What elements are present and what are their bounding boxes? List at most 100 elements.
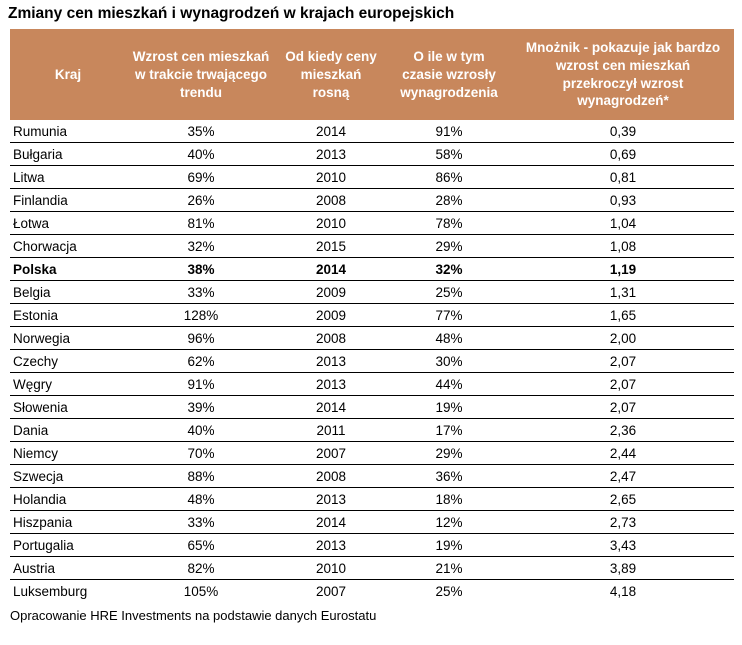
value-cell: 91% bbox=[435, 124, 463, 140]
value-cell: 2011 bbox=[316, 423, 346, 439]
value-cell: 25% bbox=[435, 584, 463, 600]
value-cell: 0,93 bbox=[609, 193, 637, 209]
value-cell: 0,69 bbox=[609, 147, 637, 163]
table-row: Niemcy 70% 2007 29% 2,44 bbox=[10, 442, 734, 465]
value-cell: 2015 bbox=[315, 239, 347, 255]
value-cell: 39% bbox=[187, 400, 215, 416]
value-cell: 40% bbox=[187, 423, 215, 439]
table-row: Finlandia 26% 2008 28% 0,93 bbox=[10, 189, 734, 212]
value-cell: 32% bbox=[435, 262, 463, 278]
table-row: Polska 38% 2014 32% 1,19 bbox=[10, 258, 734, 281]
country-cell: Czechy bbox=[13, 354, 59, 370]
value-cell: 58% bbox=[435, 147, 463, 163]
value-cell: 44% bbox=[435, 377, 463, 393]
table-row: Luksemburg 105% 2007 25% 4,18 bbox=[10, 580, 734, 603]
value-cell: 91% bbox=[187, 377, 215, 393]
table-row: Norwegia 96% 2008 48% 2,00 bbox=[10, 327, 734, 350]
country-cell: Łotwa bbox=[13, 216, 50, 232]
country-cell: Luksemburg bbox=[13, 584, 88, 600]
value-cell: 19% bbox=[435, 400, 463, 416]
value-cell: 78% bbox=[435, 216, 463, 232]
country-cell: Hiszpania bbox=[13, 515, 73, 531]
value-cell: 26% bbox=[187, 193, 215, 209]
table-body: Rumunia 35% 2014 91% 0,39 Bułgaria 40% 2013 58% 0… bbox=[10, 120, 734, 602]
table-row: Austria 82% 2010 21% 3,89 bbox=[10, 557, 734, 580]
value-cell: 35% bbox=[187, 124, 215, 140]
table-row: Łotwa 81% 2010 78% 1,04 bbox=[10, 212, 734, 235]
table-row: Holandia 48% 2013 18% 2,65 bbox=[10, 488, 734, 511]
value-cell: 36% bbox=[435, 469, 463, 485]
table-row: Słowenia 39% 2014 19% 2,07 bbox=[10, 396, 734, 419]
value-cell: 29% bbox=[435, 239, 463, 255]
value-cell: 105% bbox=[183, 584, 219, 600]
value-cell: 2013 bbox=[315, 492, 347, 508]
value-cell: 28% bbox=[435, 193, 463, 209]
value-cell: 1,31 bbox=[609, 285, 637, 301]
value-cell: 1,04 bbox=[609, 216, 637, 232]
value-cell: 33% bbox=[187, 515, 215, 531]
value-cell: 48% bbox=[187, 492, 215, 508]
value-cell: 2,65 bbox=[609, 492, 637, 508]
country-cell: Słowenia bbox=[13, 400, 68, 416]
column-header-2: Od kiedy ceny mieszkań rosną bbox=[276, 29, 386, 121]
value-cell: 0,81 bbox=[609, 170, 637, 186]
value-cell: 2014 bbox=[315, 400, 347, 416]
value-cell: 96% bbox=[187, 331, 215, 347]
country-cell: Belgia bbox=[13, 285, 51, 301]
value-cell: 0,39 bbox=[609, 124, 637, 140]
table-row: Litwa 69% 2010 86% 0,81 bbox=[10, 166, 734, 189]
table-row: Portugalia 65% 2013 19% 3,43 bbox=[10, 534, 734, 557]
country-cell: Węgry bbox=[13, 377, 53, 393]
value-cell: 2009 bbox=[315, 308, 347, 324]
value-cell: 2,44 bbox=[609, 446, 637, 462]
value-cell: 30% bbox=[435, 354, 463, 370]
value-cell: 86% bbox=[435, 170, 463, 186]
country-cell: Norwegia bbox=[13, 331, 71, 347]
table-row: Estonia 128% 2009 77% 1,65 bbox=[10, 304, 734, 327]
value-cell: 2013 bbox=[315, 147, 347, 163]
country-cell: Dania bbox=[13, 423, 49, 439]
value-cell: 2010 bbox=[315, 170, 347, 186]
table-row: Chorwacja 32% 2015 29% 1,08 bbox=[10, 235, 734, 258]
header-row: Kraj Wzrost cen mieszkań w trakcie trwają… bbox=[10, 29, 734, 121]
table-row: Węgry 91% 2013 44% 2,07 bbox=[10, 373, 734, 396]
country-cell: Litwa bbox=[13, 170, 45, 186]
country-cell: Rumunia bbox=[13, 124, 68, 140]
value-cell: 128% bbox=[183, 308, 219, 324]
value-cell: 2008 bbox=[315, 331, 347, 347]
value-cell: 62% bbox=[187, 354, 215, 370]
value-cell: 82% bbox=[187, 561, 215, 577]
value-cell: 1,65 bbox=[609, 308, 637, 324]
country-cell: Holandia bbox=[13, 492, 67, 508]
value-cell: 3,43 bbox=[609, 538, 637, 554]
value-cell: 32% bbox=[187, 239, 215, 255]
value-cell: 2013 bbox=[315, 377, 347, 393]
value-cell: 4,18 bbox=[609, 584, 637, 600]
value-cell: 2013 bbox=[315, 538, 347, 554]
value-cell: 2,47 bbox=[609, 469, 637, 485]
table-row: Szwecja 88% 2008 36% 2,47 bbox=[10, 465, 734, 488]
value-cell: 88% bbox=[187, 469, 215, 485]
value-cell: 2010 bbox=[315, 216, 347, 232]
value-cell: 21% bbox=[435, 561, 463, 577]
value-cell: 25% bbox=[435, 285, 463, 301]
value-cell: 2010 bbox=[315, 561, 347, 577]
value-cell: 65% bbox=[187, 538, 215, 554]
country-cell: Portugalia bbox=[13, 538, 74, 554]
value-cell: 2007 bbox=[315, 446, 347, 462]
value-cell: 2009 bbox=[315, 285, 347, 301]
country-cell: Niemcy bbox=[13, 446, 59, 462]
country-cell: Szwecja bbox=[13, 469, 64, 485]
value-cell: 29% bbox=[435, 446, 463, 462]
value-cell: 70% bbox=[187, 446, 215, 462]
value-cell: 40% bbox=[187, 147, 215, 163]
value-cell: 81% bbox=[187, 216, 215, 232]
country-cell: Austria bbox=[13, 561, 56, 577]
country-cell: Chorwacja bbox=[13, 239, 77, 255]
value-cell: 38% bbox=[187, 262, 215, 278]
value-cell: 2008 bbox=[315, 469, 347, 485]
country-cell: Finlandia bbox=[13, 193, 68, 209]
value-cell: 69% bbox=[187, 170, 215, 186]
value-cell: 2,73 bbox=[609, 515, 637, 531]
value-cell: 2,36 bbox=[609, 423, 637, 439]
